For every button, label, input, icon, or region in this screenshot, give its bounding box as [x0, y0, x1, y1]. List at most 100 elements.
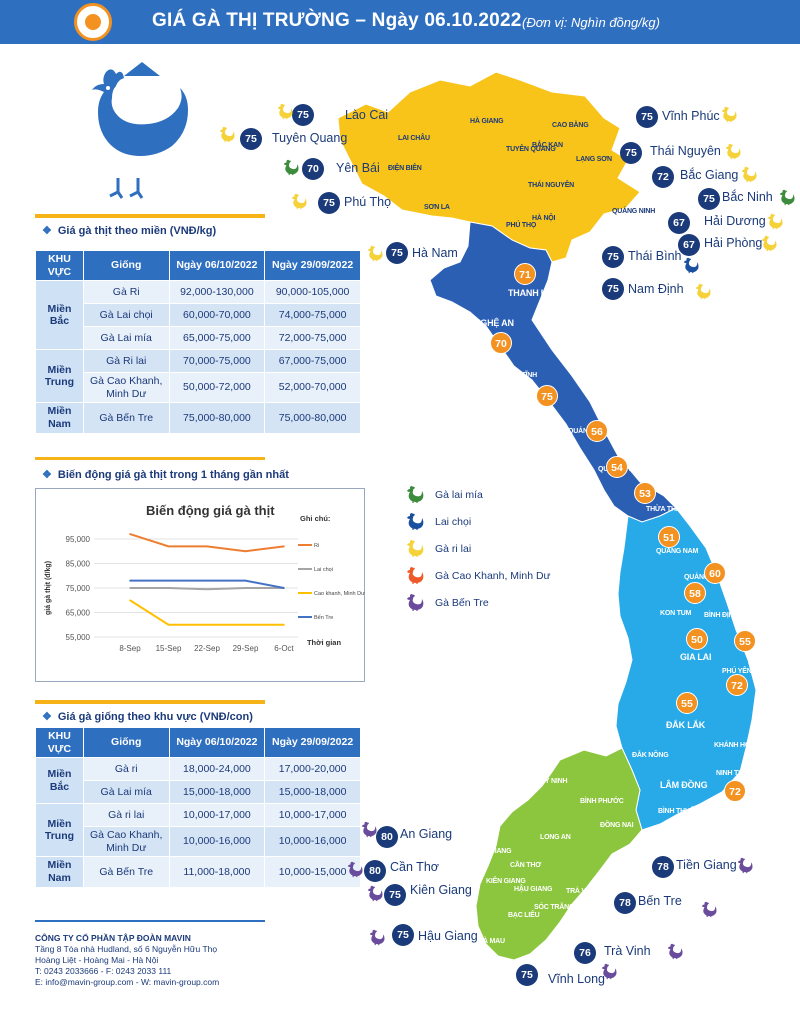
chicken-icon — [367, 245, 383, 262]
table-row: Miền Bắc Gà Ri 92,000-130,000 90,000-105,00… — [35, 280, 361, 351]
x-tick-label: 29-Sep — [233, 644, 259, 653]
meat-price-table: KHU VỰC Giống Ngày 06/10/2022 Ngày 29/09/20… — [35, 249, 361, 434]
chart-legend-title: Ghi chú: — [300, 514, 330, 523]
map-province-label: HẬU GIANG — [514, 886, 553, 893]
table-header-cell: Ngày 06/10/2022 — [168, 726, 266, 759]
map-province-label: THÁI NGUYÊN — [528, 182, 575, 189]
province-chicken-icon-wrap — [600, 962, 618, 980]
data-point — [283, 623, 285, 626]
price-badge: 71 — [514, 263, 536, 285]
table-cell-breed: Gà ri lai — [82, 803, 170, 828]
data-point — [206, 579, 208, 582]
table-header-row: KHU VỰC Giống Ngày 06/10/2022 Ngày 29/09/20… — [35, 726, 361, 759]
map-province-label: SƠN LA — [424, 204, 450, 211]
chart-section-rule — [35, 457, 265, 460]
chicken-icon — [369, 929, 385, 946]
table-cell-d1: 18,000-24,000 — [168, 757, 266, 782]
province-chicken-icon-wrap — [368, 928, 386, 946]
chicken-icon — [667, 943, 683, 960]
province-chicken-icon-wrap — [760, 234, 778, 252]
table-header-cell: Giống — [82, 249, 170, 282]
map-province-label: CAO BẰNG — [552, 122, 589, 129]
map-province-label: NGHỆ AN — [474, 318, 514, 328]
province-name: Cần Thơ — [390, 860, 439, 874]
province-name: Thái Nguyên — [650, 144, 721, 158]
chicken-icon — [407, 486, 424, 503]
map-province-label: KON TUM — [660, 610, 692, 617]
chicken-icon — [779, 189, 795, 206]
table-cell-d2: 10,000-15,000 — [264, 856, 361, 888]
header-bar: GIÁ GÀ THỊ TRƯỜNG – Ngày 06.10.2022 (Đơn… — [0, 0, 800, 44]
map-province-label: QUẢNG NINH — [612, 208, 656, 215]
mavin-logo — [74, 3, 112, 41]
map-region-north — [337, 71, 641, 263]
breed-section-title-text: Giá gà giống theo khu vực (VNĐ/con) — [57, 711, 253, 723]
chicken-icon — [219, 126, 235, 143]
map-province-label: HÀ NỘI — [532, 215, 556, 222]
price-badge: 72 — [724, 780, 746, 802]
map-province-label: ĐIỆN BIÊN — [388, 165, 422, 172]
y-tick-label: 85,000 — [66, 560, 91, 569]
price-badge: 54 — [606, 456, 628, 478]
legend-icon-wrap — [405, 565, 425, 585]
chicken-icon — [725, 143, 741, 160]
chicken-icon — [407, 594, 424, 611]
chicken-icon — [737, 857, 753, 874]
company-footer: CÔNG TY CỔ PHẦN TẬP ĐOÀN MAVIN Tầng 8 Tò… — [35, 933, 219, 988]
province-name: Hà Nam — [412, 246, 458, 260]
table-row: Gà Lai mía 15,000-18,000 15,000-18,000 — [36, 780, 361, 805]
y-tick-label: 75,000 — [66, 584, 91, 593]
meat-section-title: ❖ Giá gà thịt theo miền (VNĐ/kg) — [42, 224, 216, 237]
price-badge: 58 — [684, 582, 706, 604]
data-point — [167, 545, 170, 548]
province-price-badge: 75 — [392, 924, 414, 946]
map-province-label: LAI CHÂU — [398, 135, 430, 142]
chicken-icon — [407, 513, 424, 530]
province-price-badge: 80 — [364, 860, 386, 882]
province-price-badge: 75 — [318, 192, 340, 214]
y-tick-label: 95,000 — [66, 535, 91, 544]
page-title: GIÁ GÀ THỊ TRƯỜNG – Ngày 06.10.2022 — [152, 10, 522, 31]
table-row: Gà Cao Khanh, Minh Dư 50,000-72,000 52,000… — [36, 372, 361, 404]
map-region-central-south — [615, 507, 757, 831]
meat-section-rule — [35, 214, 265, 218]
province-chicken-icon-wrap — [682, 256, 700, 274]
table-row: Miền Nam Gà Bến Tre 75,000-80,000 75,000-80… — [35, 402, 361, 434]
legend-label: Cao khanh, Minh Dư — [314, 591, 365, 597]
chicken-icon — [695, 283, 711, 300]
chicken-icon — [407, 540, 424, 557]
province-name: Vĩnh Long — [548, 972, 605, 986]
province-name: Phú Thọ — [344, 195, 392, 209]
table-cell-d1: 60,000-70,000 — [168, 303, 266, 328]
data-point — [129, 579, 131, 582]
map-province-label: CẦN THƠ — [510, 862, 542, 869]
chicken-icon — [361, 821, 377, 838]
table-header-row: KHU VỰC Giống Ngày 06/10/2022 Ngày 29/09/20… — [35, 249, 361, 282]
map-province-label: BÌNH ĐỊNH — [704, 612, 739, 619]
map-province-label: PHÚ THỌ — [506, 222, 537, 229]
map-province-label: KIÊN GIANG — [486, 878, 526, 885]
map-province-label: LÂM ĐỒNG — [660, 780, 708, 790]
chicken-icon — [721, 106, 737, 123]
province-price-badge: 75 — [602, 246, 624, 268]
legend-label: Gà Cao Khanh, Minh Dư — [435, 570, 551, 582]
legend-label: Gà ri lai — [435, 543, 472, 555]
breed-price-table: KHU VỰC Giống Ngày 06/10/2022 Ngày 29/09/20… — [35, 726, 361, 888]
data-point — [167, 579, 170, 582]
map-province-label: QUẢNG NAM — [656, 548, 699, 555]
company-name: CÔNG TY CỔ PHẦN TẬP ĐOÀN MAVIN — [35, 933, 191, 943]
table-cell-d1: 92,000-130,000 — [168, 280, 266, 305]
province-chicken-icon-wrap — [282, 158, 300, 176]
breed-section-rule — [35, 700, 265, 704]
diamond-icon: ❖ — [42, 225, 52, 237]
data-point — [129, 533, 131, 535]
data-point — [167, 587, 170, 589]
diamond-icon: ❖ — [42, 711, 52, 723]
province-name: Hậu Giang — [418, 929, 478, 943]
map-province-label: PHÚ YÊN — [722, 668, 752, 675]
province-name: Lào Cai — [345, 108, 389, 122]
price-badge: 60 — [704, 562, 726, 584]
price-badge: 50 — [686, 628, 708, 650]
data-point — [167, 623, 170, 626]
map-province-label: THANH HÓA — [508, 288, 561, 298]
